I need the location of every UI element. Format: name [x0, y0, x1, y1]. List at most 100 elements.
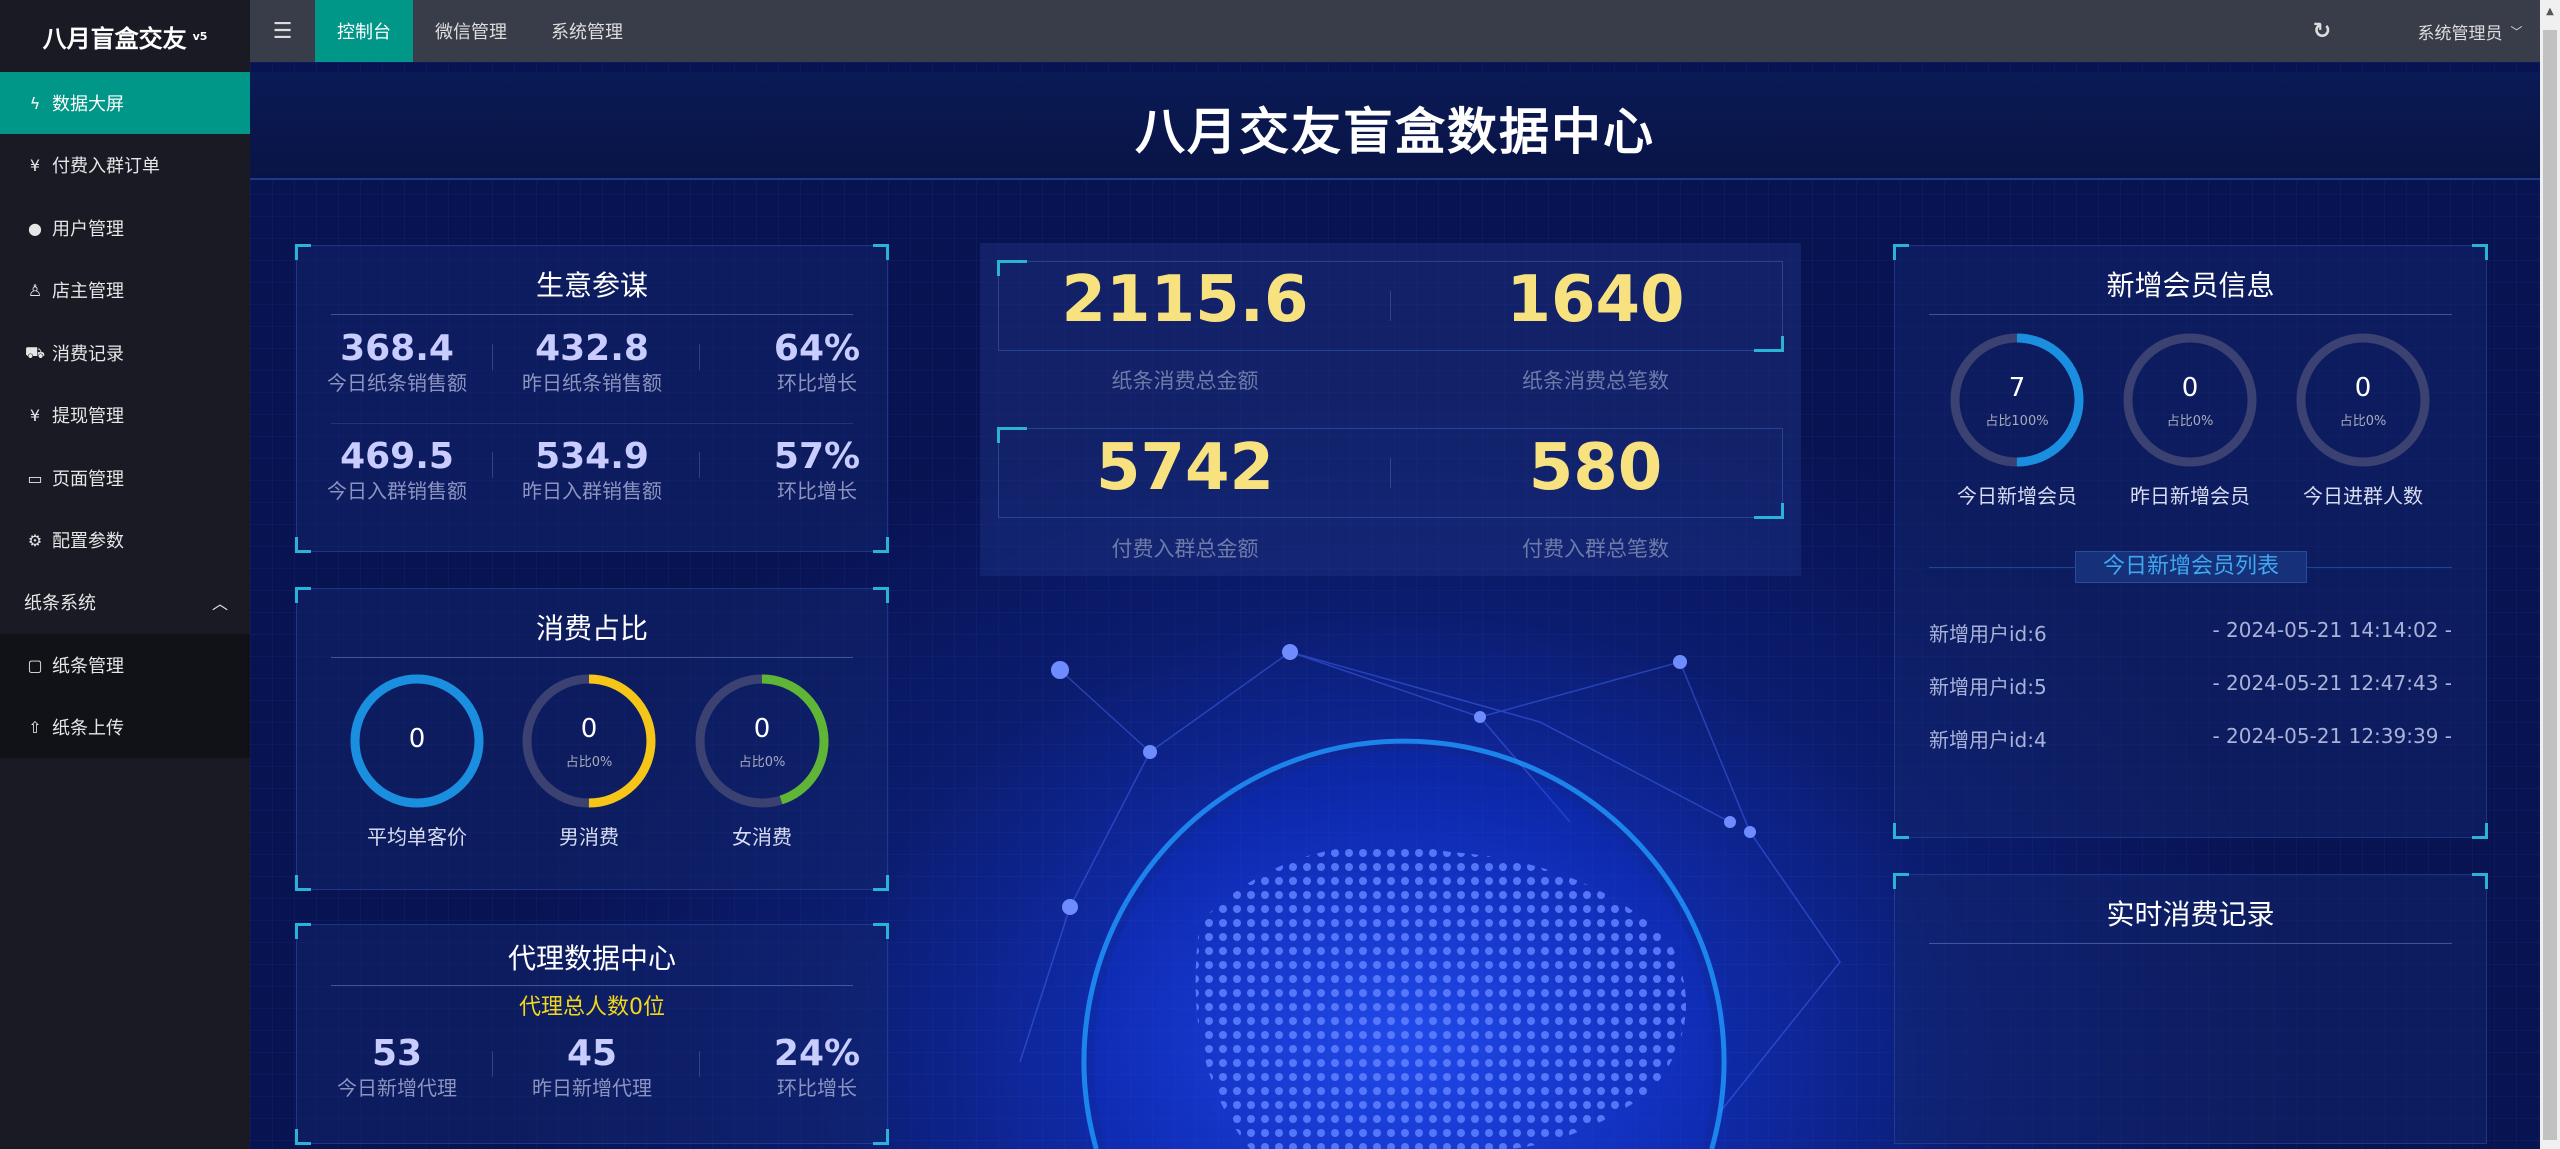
stat-today-note-sales: 368.4 今日纸条销售额: [327, 328, 467, 395]
progress-ring: 0 占比0% 昨日新增会员: [2100, 328, 2280, 509]
refresh-icon[interactable]: ↻: [2312, 18, 2332, 44]
globe-graphic: [1019, 644, 1841, 1149]
tab-console[interactable]: 控制台: [315, 0, 413, 62]
user-name: 系统管理员: [2417, 23, 2503, 44]
stat-yesterday-agents: 45 昨日新增代理: [532, 1033, 652, 1100]
note-total-count-label: 纸条消费总笔数: [1522, 369, 1669, 393]
progress-ring: 0 平均单客价: [327, 669, 507, 850]
ring-value: 0: [2181, 373, 2199, 403]
chevron-down-icon: ﹀: [2510, 24, 2523, 39]
agent-panel: 代理数据中心 代理总人数0位 53 今日新增代理 45 昨日新增代理 24% 环比增长: [295, 923, 889, 1145]
user-menu[interactable]: 系统管理员 ﹀: [2400, 0, 2540, 62]
chevron-up-icon: ︿: [211, 594, 228, 613]
ring-value: 7: [2008, 373, 2026, 403]
stat-yesterday-group-sales: 534.9 昨日入群销售额: [522, 436, 662, 503]
top-bar: ☰ 控制台 微信管理 系统管理 ↻ 系统管理员 ﹀: [250, 0, 2540, 62]
sidebar-item-label: 付费入群订单: [52, 156, 160, 177]
ring-label: 今日进群人数: [2303, 484, 2423, 508]
sidebar-item-label: 提现管理: [52, 406, 124, 427]
center-stats: 2115.6 纸条消费总金额 1640 纸条消费总笔数 5742 付费入群总金额…: [980, 243, 1801, 576]
scroll-up-icon[interactable]: ▲: [2546, 6, 2554, 17]
ring-label: 昨日新增会员: [2130, 484, 2250, 508]
progress-ring: 0 占比0% 男消费: [499, 669, 679, 850]
group-total-amount-label: 付费入群总金额: [1111, 537, 1259, 561]
dashboard-header: 八月交友盲盒数据中心: [250, 72, 2540, 180]
lightning-icon: ϟ: [29, 93, 41, 113]
divider: [1929, 943, 2452, 944]
network-nodes: [1051, 644, 1756, 915]
sidebar-item-label: 纸条管理: [52, 656, 124, 677]
panel-title: 生意参谋: [535, 269, 648, 302]
ring-fill: [695, 674, 829, 808]
globe-continents: [1195, 845, 1686, 1149]
ring-percent: 占比0%: [2166, 414, 2214, 429]
sidebar-item-consumption-records[interactable]: ⛟ 消费记录: [0, 322, 250, 384]
panel-title: 实时消费记录: [2106, 898, 2275, 931]
sidebar-item-shop-owners[interactable]: ♙ 店主管理: [0, 259, 250, 321]
sidebar-item-label: 店主管理: [52, 281, 124, 302]
user-icon: ●: [28, 218, 42, 238]
app-logo[interactable]: 八月盲盒交友 v5: [0, 0, 250, 72]
gear-icon: ⚙: [27, 530, 43, 550]
dashboard: 八月交友盲盒数据中心 生意参谋 368.4 今日纸条销售额 432.8 昨日纸条销售…: [250, 62, 2540, 1149]
divider: [331, 985, 853, 986]
ring-label: 女消费: [732, 825, 792, 849]
sidebar-item-data-screen[interactable]: ϟ 数据大屏: [0, 72, 250, 134]
ring-label: 今日新增会员: [1957, 484, 2077, 508]
consumption-panel: 消费占比 0 平均单客价 0 占比0% 男消费 0 占比0% 女消费: [295, 587, 889, 891]
ring-percent: 占比0%: [565, 755, 613, 770]
group-total-count: 580: [1528, 431, 1663, 505]
sidebar-group-label: 纸条系统: [24, 593, 96, 614]
sidebar-item-label: 用户管理: [52, 219, 124, 240]
stat-today-group-sales: 469.5 今日入群销售额: [327, 436, 467, 503]
ring-label: 平均单客价: [367, 825, 467, 849]
note-icon: ▢: [27, 655, 43, 675]
window-icon: ▭: [27, 468, 43, 488]
scrollbar[interactable]: ▲: [2540, 0, 2560, 1149]
note-total-count: 1640: [1506, 263, 1685, 337]
ring-percent: 占比100%: [1985, 414, 2049, 429]
ring-value: 0: [2354, 373, 2372, 403]
sidebar: 八月盲盒交友 v5 ϟ 数据大屏 ¥ 付费入群订单 ● 用户管理 ♙ 店主管理 ⛟ 消费记录…: [0, 0, 250, 1149]
page-title: 八月交友盲盒数据中心: [1135, 103, 1655, 161]
app-version: v5: [192, 29, 208, 43]
stat-today-agents: 53 今日新增代理: [337, 1033, 457, 1100]
list-item: 新增用户id:6- 2024-05-21 14:14:02 -: [1929, 618, 2452, 646]
ring-value: 0: [753, 714, 771, 744]
ring-percent: 占比0%: [2339, 414, 2387, 429]
tab-system[interactable]: 系统管理: [551, 22, 623, 43]
realtime-consumption-panel: 实时消费记录: [1893, 873, 2488, 1144]
divider: [331, 314, 853, 315]
yen-circle-icon: ¥: [29, 155, 41, 175]
tab-wechat[interactable]: 微信管理: [435, 22, 507, 43]
group-total-amount: 5742: [1095, 431, 1275, 505]
sidebar-item-note-management[interactable]: ▢ 纸条管理: [0, 634, 250, 696]
business-panel: 生意参谋 368.4 今日纸条销售额 432.8 昨日纸条销售额 64% 环比增长 4…: [295, 244, 889, 553]
sidebar-item-note-upload[interactable]: ⇧ 纸条上传: [0, 696, 250, 758]
panel-title: 消费占比: [535, 612, 648, 645]
sidebar-group-notes[interactable]: 纸条系统 ︿: [0, 571, 250, 633]
member-list-title: 今日新增会员列表: [2075, 551, 2307, 583]
sidebar-item-config[interactable]: ⚙ 配置参数: [0, 509, 250, 571]
app-name: 八月盲盒交友: [42, 24, 187, 53]
sidebar-item-label: 消费记录: [52, 344, 124, 365]
list-item: 新增用户id:4- 2024-05-21 12:39:39 -: [1929, 724, 2452, 752]
new-members-panel: 新增会员信息 7 占比100% 今日新增会员 0 占比0% 昨日新增会员 0 占…: [1893, 244, 2488, 839]
stat-agent-growth: 24% 环比增长: [773, 1033, 861, 1100]
agent-total: 代理总人数0位: [519, 995, 665, 1020]
ring-fill: [350, 674, 484, 808]
cart-icon: ⛟: [24, 342, 46, 362]
sidebar-item-users[interactable]: ● 用户管理: [0, 197, 250, 259]
ring-value: 0: [408, 724, 426, 754]
note-total-amount-label: 纸条消费总金额: [1111, 369, 1259, 393]
menu-toggle-icon[interactable]: ☰: [272, 18, 293, 44]
sidebar-item-pages[interactable]: ▭ 页面管理: [0, 447, 250, 509]
stat-note-growth: 64% 环比增长: [773, 328, 861, 395]
sidebar-item-label: 页面管理: [52, 469, 124, 490]
ring-value: 0: [580, 714, 598, 744]
sidebar-item-paid-group-orders[interactable]: ¥ 付费入群订单: [0, 134, 250, 196]
sidebar-item-withdrawals[interactable]: ¥ 提现管理: [0, 384, 250, 446]
ring-label: 男消费: [559, 825, 619, 849]
divider: [1929, 314, 2452, 315]
scrollbar-thumb[interactable]: [2543, 30, 2557, 1140]
